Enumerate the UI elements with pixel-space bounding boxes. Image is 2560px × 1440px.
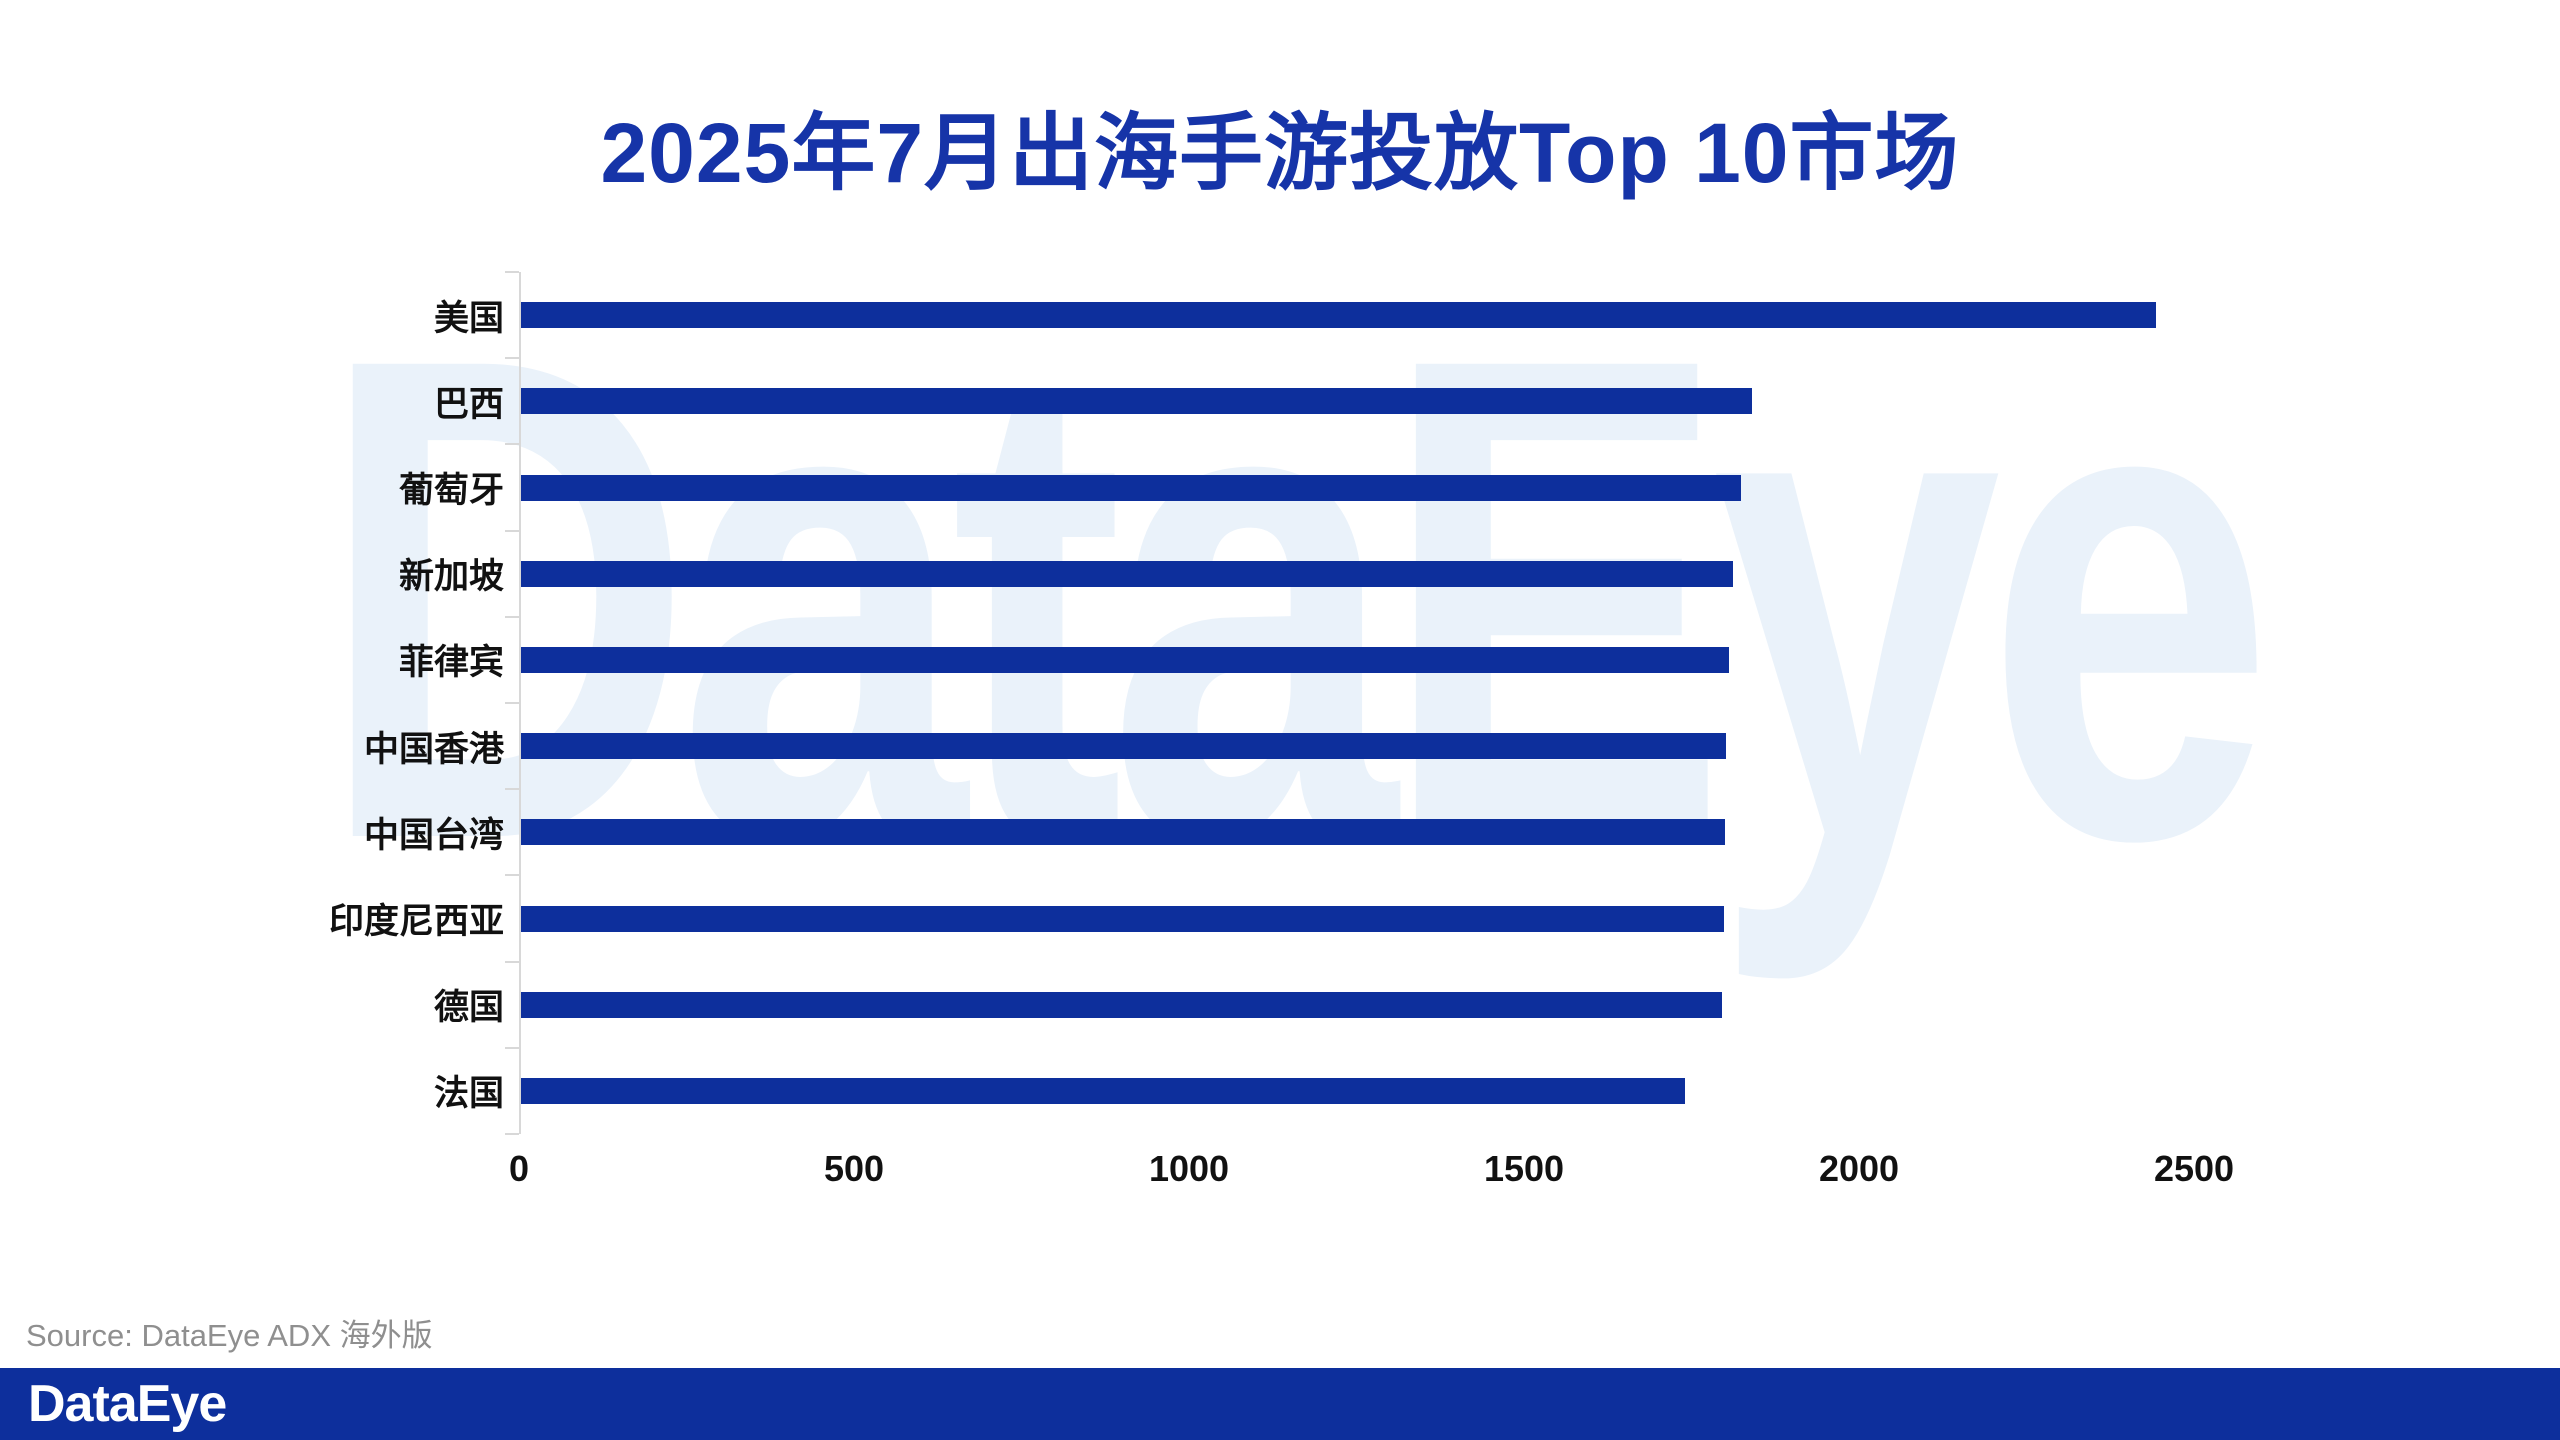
bar (521, 560, 1734, 587)
x-tick-label: 1500 (1483, 1148, 1565, 1189)
dataeye-logo: DataEye (28, 1375, 227, 1433)
axis-tick (505, 702, 519, 704)
dataeye-watermark: DataEye (318, 215, 2274, 983)
axis-tick (505, 615, 519, 618)
category-label: 菲律宾 (398, 643, 504, 683)
bar (521, 905, 1724, 932)
axis-tick (505, 357, 519, 360)
bar (521, 474, 1742, 501)
category-label: 中国台湾 (363, 815, 504, 855)
axis-tick (505, 874, 519, 877)
axis-tick (505, 443, 519, 446)
bar (521, 388, 1752, 415)
footer-bar: DataEye (0, 1368, 2560, 1440)
category-label: 法国 (433, 1074, 504, 1114)
category-label: 巴西 (433, 384, 504, 424)
category-label: 德国 (433, 988, 504, 1028)
bar (521, 733, 1727, 760)
bar (521, 819, 1725, 846)
bar (521, 302, 2156, 329)
category-label: 印度尼西亚 (328, 901, 504, 941)
plot-area (505, 271, 2196, 1135)
axis-tick (505, 271, 519, 273)
axis-tick (505, 960, 519, 963)
bar (521, 1077, 1685, 1104)
category-label: 美国 (433, 298, 504, 338)
x-tick-label: 0 (508, 1148, 530, 1189)
x-tick-label: 2500 (2153, 1148, 2235, 1189)
x-tick-label: 2000 (1818, 1148, 1900, 1189)
category-label: 新加坡 (398, 557, 504, 597)
category-label: 中国香港 (363, 729, 504, 769)
axis-tick (505, 1133, 519, 1135)
bar (521, 646, 1729, 673)
category-label: 葡萄牙 (398, 470, 504, 510)
axis-tick (505, 788, 519, 791)
axis-tick (505, 529, 519, 532)
x-tick-label: 500 (823, 1148, 885, 1189)
x-tick-label: 1000 (1148, 1148, 1230, 1189)
page-title: 2025年7月出海手游投放Top 10市场 (600, 106, 1960, 200)
axis-tick (505, 1046, 519, 1049)
source-note: Source: DataEye ADX 海外版 (26, 1318, 433, 1353)
bar (521, 991, 1723, 1018)
x-axis: 0 500 1000 1500 2000 2500 (509, 1148, 2234, 1198)
category-axis: 美国巴西葡萄牙新加坡菲律宾中国香港中国台湾印度尼西亚德国法国 (0, 272, 504, 1134)
